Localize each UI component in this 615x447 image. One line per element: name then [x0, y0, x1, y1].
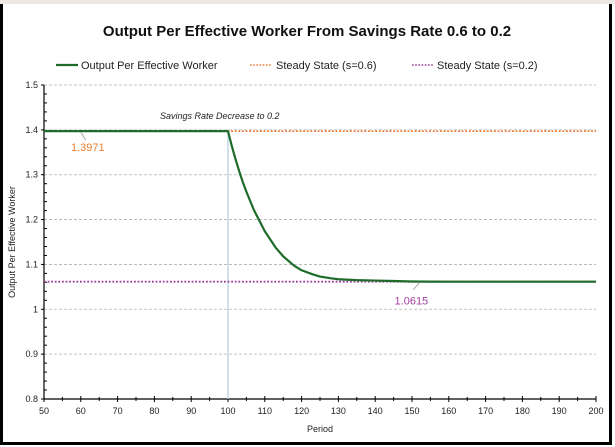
output-per-effective-worker-line [44, 130, 596, 283]
chart-frame [0, 4, 612, 445]
y-tick-label: 1 [33, 304, 38, 314]
y-axis-label: Output Per Effective Worker [7, 186, 17, 298]
x-tick-label: 90 [186, 406, 196, 416]
x-tick-label: 130 [331, 406, 346, 416]
y-tick-label: 1.4 [25, 125, 38, 135]
x-tick-label: 50 [39, 406, 49, 416]
x-tick-label: 170 [478, 406, 493, 416]
data-label-leader [412, 282, 420, 291]
y-tick-label: 1.1 [25, 259, 38, 269]
x-tick-label: 160 [441, 406, 456, 416]
y-tick-label: 1.2 [25, 215, 38, 225]
x-tick-label: 100 [220, 406, 235, 416]
legend-label-ss06: Steady State (s=0.6) [276, 60, 377, 72]
x-tick-label: 120 [294, 406, 309, 416]
x-tick-label: 150 [404, 406, 419, 416]
window-top-bar [0, 0, 615, 4]
legend-label-output: Output Per Effective Worker [81, 60, 218, 72]
y-tick-label: 1.5 [25, 80, 38, 90]
x-axis: 50 60 70 80 90 100 110 120 130 140 150 160 170 180 190… [39, 396, 604, 416]
gridlines [44, 84, 596, 355]
x-axis-label: Period [307, 424, 333, 434]
x-tick-label: 80 [149, 406, 159, 416]
chart-title: Output Per Effective Worker From Savings… [103, 23, 511, 40]
data-label-1-3971: 1.3971 [71, 142, 105, 154]
y-tick-label: 0.9 [25, 349, 38, 359]
y-axis: 0.8 0.9 1 1.1 1.2 1.3 1.4 1.5 [25, 80, 47, 404]
x-tick-label: 180 [515, 406, 530, 416]
x-tick-label: 110 [258, 406, 272, 416]
x-tick-label: 140 [368, 406, 383, 416]
x-tick-label: 70 [113, 406, 123, 416]
data-label-1-0615: 1.0615 [395, 296, 429, 308]
x-tick-label: 60 [76, 406, 86, 416]
x-tick-label: 190 [552, 406, 567, 416]
legend-label-ss02: Steady State (s=0.2) [437, 60, 538, 72]
data-label-leader [80, 131, 87, 141]
y-tick-label: 1.3 [25, 170, 38, 180]
y-tick-label: 0.8 [25, 394, 38, 404]
legend: Output Per Effective Worker Steady State… [56, 60, 538, 72]
x-tick-label: 200 [588, 406, 603, 416]
annotation-savings-decrease: Savings Rate Decrease to 0.2 [160, 111, 280, 121]
plot-area: 1.3971 1.0615 [44, 130, 596, 399]
